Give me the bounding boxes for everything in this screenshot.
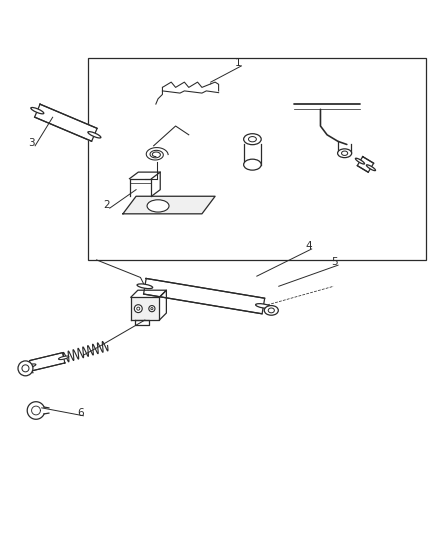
- Ellipse shape: [88, 132, 101, 138]
- Text: 6: 6: [77, 408, 83, 418]
- Ellipse shape: [18, 361, 33, 376]
- Polygon shape: [29, 353, 65, 371]
- Ellipse shape: [31, 108, 44, 114]
- Ellipse shape: [341, 151, 347, 156]
- Ellipse shape: [22, 365, 29, 372]
- Ellipse shape: [137, 284, 152, 288]
- Ellipse shape: [355, 158, 364, 164]
- Text: 5: 5: [331, 257, 337, 268]
- Ellipse shape: [268, 308, 274, 313]
- Polygon shape: [123, 196, 215, 214]
- Ellipse shape: [337, 149, 351, 158]
- Ellipse shape: [248, 136, 256, 142]
- Ellipse shape: [137, 307, 139, 310]
- Text: 2: 2: [103, 200, 110, 211]
- Polygon shape: [143, 278, 264, 314]
- Ellipse shape: [134, 305, 142, 312]
- Text: 4: 4: [304, 241, 311, 251]
- Ellipse shape: [147, 200, 169, 212]
- Ellipse shape: [243, 159, 261, 170]
- Ellipse shape: [264, 305, 278, 315]
- Polygon shape: [131, 297, 159, 320]
- Ellipse shape: [25, 364, 36, 367]
- Ellipse shape: [148, 305, 155, 312]
- Polygon shape: [35, 104, 97, 141]
- Ellipse shape: [151, 308, 152, 310]
- Text: 3: 3: [28, 138, 35, 148]
- Polygon shape: [357, 157, 373, 172]
- Ellipse shape: [366, 165, 374, 171]
- Ellipse shape: [243, 134, 261, 144]
- Bar: [88, 58, 425, 260]
- Text: 1: 1: [234, 58, 241, 68]
- Ellipse shape: [255, 304, 271, 309]
- Ellipse shape: [58, 356, 69, 360]
